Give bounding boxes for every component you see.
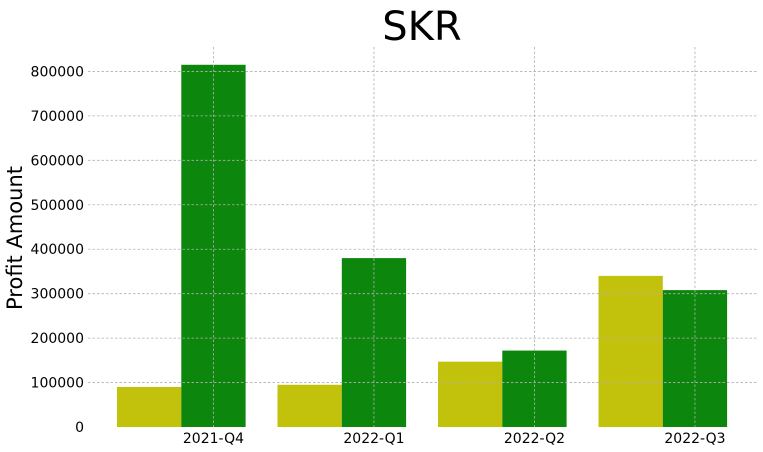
y-axis-label: Profit Amount — [3, 166, 27, 310]
chart-title: SKR — [382, 4, 461, 50]
y-tick-label: 600000 — [31, 153, 84, 169]
grid — [88, 47, 757, 427]
y-tick-label: 0 — [75, 420, 84, 436]
y-tick-label: 100000 — [31, 376, 84, 392]
x-tick-label: 2022-Q1 — [343, 431, 404, 447]
x-tick-labels: 2021-Q4 2022-Q1 2022-Q2 2022-Q3 — [183, 431, 726, 447]
bar-yellow-2022-Q1 — [277, 384, 342, 427]
y-tick-label: 700000 — [31, 109, 84, 125]
y-tick-labels: 0 100000 200000 300000 400000 500000 600000 700… — [31, 64, 84, 436]
x-tick-label: 2022-Q2 — [504, 431, 565, 447]
bar-yellow-2021-Q4 — [117, 387, 182, 427]
x-tick-label: 2022-Q3 — [664, 431, 725, 447]
bar-yellow-2022-Q2 — [438, 361, 503, 427]
y-tick-label: 400000 — [31, 242, 84, 258]
bars — [117, 64, 728, 428]
bar-yellow-2022-Q3 — [598, 275, 663, 427]
y-tick-label: 500000 — [31, 198, 84, 214]
y-tick-label: 300000 — [31, 287, 84, 303]
x-tick-label: 2021-Q4 — [183, 431, 244, 447]
y-tick-label: 200000 — [31, 331, 84, 347]
y-tick-label: 800000 — [31, 64, 84, 80]
